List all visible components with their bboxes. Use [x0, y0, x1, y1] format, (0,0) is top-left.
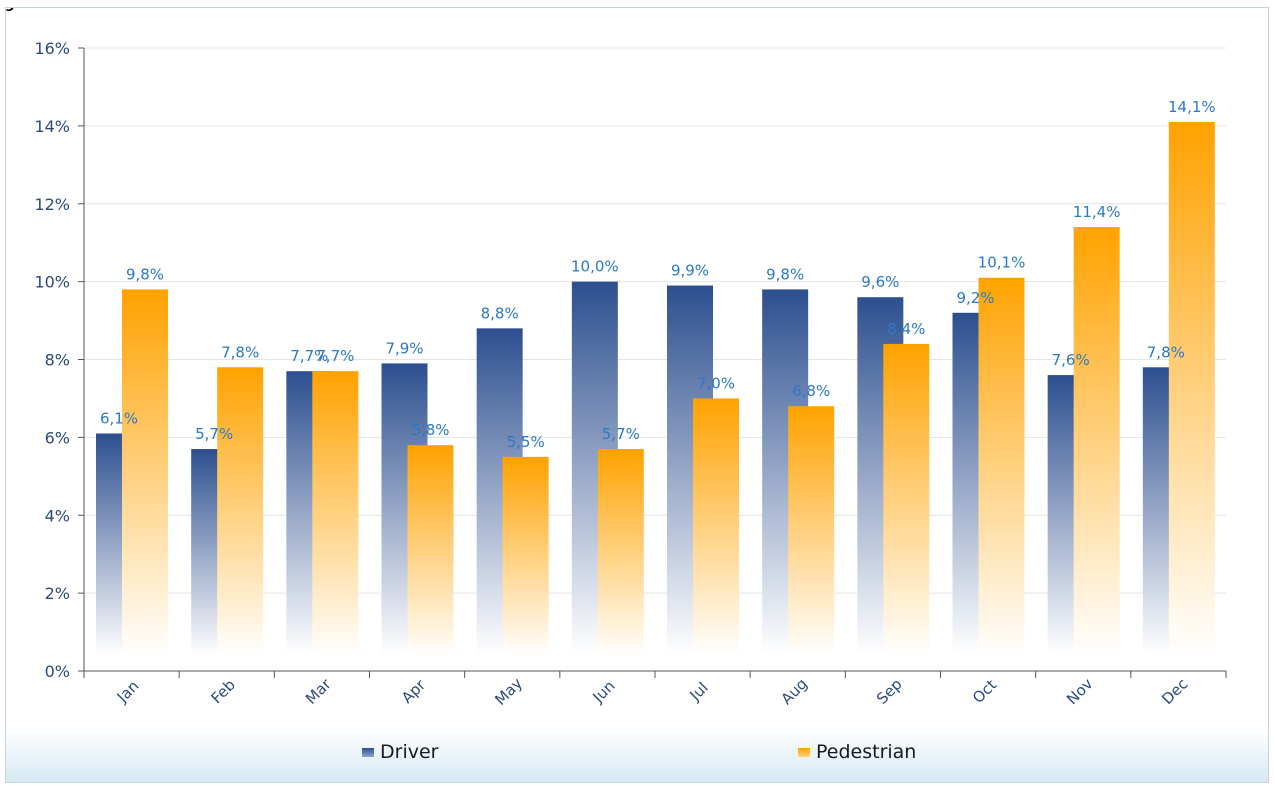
- bar-pedestrian[interactable]: [1168, 121, 1215, 655]
- legend-label-driver: Driver: [380, 741, 439, 763]
- x-tick-label: Oct: [969, 676, 1000, 707]
- bars: [96, 121, 1215, 656]
- legend-label-pedestrian: Pedestrian: [816, 741, 917, 763]
- bar-pedestrian[interactable]: [407, 445, 454, 655]
- data-label-driver: 10,0%: [571, 258, 619, 276]
- data-label-driver: 7,6%: [1052, 351, 1090, 369]
- y-tick-label: 12%: [34, 195, 70, 214]
- bar-pedestrian[interactable]: [693, 398, 739, 655]
- y-tick-label: 16%: [34, 39, 70, 58]
- data-label-pedestrian: 7,8%: [221, 343, 259, 361]
- legend-item-pedestrian[interactable]: Pedestrian: [798, 738, 916, 766]
- x-tick-label: Sep: [873, 675, 906, 708]
- data-label-pedestrian: 9,8%: [126, 265, 164, 283]
- x-tick-label: Feb: [207, 676, 239, 708]
- data-label-pedestrian: 6,8%: [792, 382, 830, 400]
- data-label-pedestrian: 8,4%: [887, 320, 925, 338]
- x-tick-label: Apr: [398, 675, 430, 707]
- data-label-driver: 6,1%: [100, 409, 138, 427]
- bar-pedestrian[interactable]: [1073, 227, 1120, 656]
- data-label-pedestrian: 7,0%: [697, 374, 735, 392]
- x-tick-label: Jan: [113, 677, 143, 707]
- bar-pedestrian[interactable]: [312, 371, 359, 655]
- y-tick-label: 14%: [34, 117, 70, 136]
- bar-pedestrian[interactable]: [217, 367, 264, 655]
- data-label-driver: 7,8%: [1147, 343, 1185, 361]
- data-label-pedestrian: 5,8%: [411, 421, 449, 439]
- data-label-driver: 9,9%: [671, 262, 709, 280]
- data-label-driver: 5,7%: [195, 425, 233, 443]
- legend: Driver Pedestrian: [6, 728, 1268, 782]
- x-tick-label: Mar: [302, 675, 335, 708]
- data-label-pedestrian: 5,7%: [602, 425, 640, 443]
- legend-swatch-pedestrian: [798, 747, 810, 757]
- data-labels: 6,1% 9,8% 5,7% 7,8% 7,7%7,7% 7,9% 5,8% 8,8% 5,5%…: [100, 98, 1216, 451]
- x-tick-label: Jun: [589, 677, 619, 707]
- bar-pedestrian[interactable]: [788, 406, 835, 655]
- x-tick-label: Jul: [686, 679, 712, 705]
- chart-title: g: [6, 8, 1206, 13]
- bar-pedestrian[interactable]: [122, 289, 168, 655]
- x-tick-label: Dec: [1158, 675, 1191, 708]
- data-label-driver: 8,8%: [481, 304, 519, 322]
- bar-pedestrian[interactable]: [883, 343, 930, 655]
- legend-swatch-driver: [362, 747, 374, 757]
- bar-pedestrian[interactable]: [978, 277, 1025, 655]
- data-label-driver: 9,2%: [956, 289, 994, 307]
- data-label-driver: 7,7%: [290, 347, 328, 365]
- y-tick-label: 6%: [45, 428, 70, 447]
- data-label-driver: 9,8%: [766, 265, 804, 283]
- x-tick-label: Aug: [777, 675, 810, 708]
- data-label-driver: 9,6%: [861, 273, 899, 291]
- data-label-pedestrian: 5,5%: [507, 433, 545, 451]
- data-label-pedestrian: 7,7%: [316, 347, 354, 365]
- data-label-pedestrian: 10,1%: [978, 254, 1026, 272]
- data-label-pedestrian: 11,4%: [1073, 203, 1121, 221]
- bar-pedestrian[interactable]: [597, 449, 644, 655]
- legend-item-driver[interactable]: Driver: [362, 738, 438, 766]
- y-tick-label: 0%: [45, 662, 70, 681]
- x-tick-label: Nov: [1063, 675, 1097, 709]
- x-tick-label: May: [491, 674, 526, 709]
- y-tick-label: 8%: [45, 351, 70, 370]
- y-tick-label: 2%: [45, 584, 70, 603]
- bar-pedestrian[interactable]: [502, 456, 549, 655]
- data-label-pedestrian: 14,1%: [1168, 98, 1216, 116]
- gridlines: [84, 47, 1226, 594]
- data-label-driver: 7,9%: [385, 339, 423, 357]
- y-tick-label: 4%: [45, 506, 70, 525]
- y-tick-label: 10%: [34, 273, 70, 292]
